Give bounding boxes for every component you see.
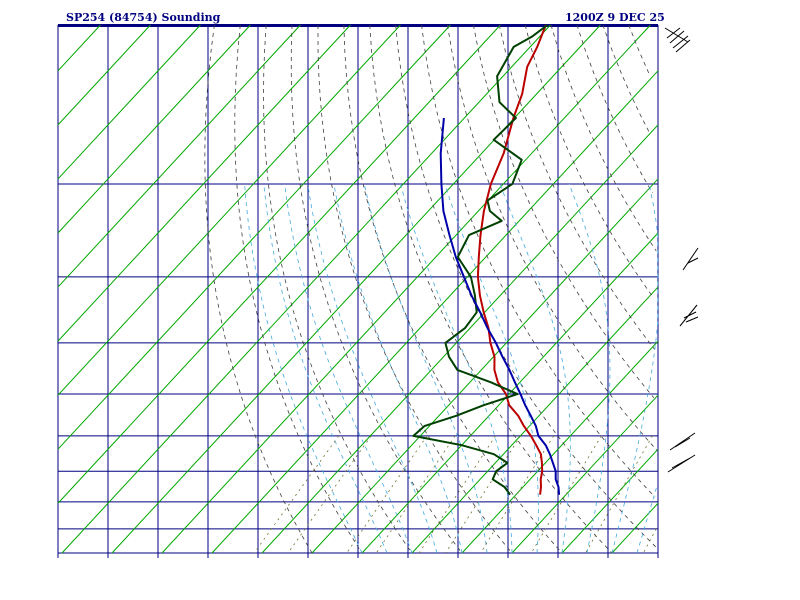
wind-barb-720 [669, 432, 696, 451]
sounding-time: 1200Z 9 DEC 25 [565, 11, 665, 24]
isotherm [461, 340, 659, 554]
dry-adiabat [576, 24, 653, 194]
dry-adiabat [369, 24, 613, 554]
isotherm [511, 394, 659, 554]
dry-adiabat [263, 24, 413, 554]
moist-adiabat [263, 183, 388, 554]
isotherm [111, 24, 601, 554]
isotherm [411, 286, 659, 554]
dry-adiabat [628, 24, 650, 75]
dry-adiabat [602, 24, 650, 133]
dry-adiabat [234, 24, 363, 554]
dry-adiabat [550, 24, 657, 252]
dry-adiabat [524, 24, 654, 298]
moist-adiabat [611, 183, 659, 554]
wind-barb-760 [667, 454, 696, 473]
isotherm [57, 24, 151, 126]
isotherm [361, 232, 659, 554]
isotherm [561, 448, 659, 554]
chart-title: SP254 (84754) Sounding [66, 11, 221, 24]
moist-adiabat [333, 183, 463, 554]
dry-adiabat [204, 24, 313, 554]
dry-adiabats [204, 24, 658, 554]
isotherm [57, 24, 101, 72]
isotherm [57, 24, 301, 288]
moist-adiabat [444, 183, 539, 554]
isotherm [211, 70, 659, 554]
wind-barb-375 [682, 247, 699, 271]
moist-adiabat [244, 183, 363, 554]
isotherm [611, 502, 659, 554]
parcel-trace [439, 117, 561, 495]
isotherm [261, 124, 659, 554]
moist-adiabat [636, 483, 658, 554]
dry-adiabat [498, 24, 656, 350]
isotherm [57, 24, 251, 234]
moist-adiabat [307, 183, 438, 554]
mixing-ratio-lines [253, 435, 657, 554]
isotherm [311, 178, 659, 554]
moist-adiabat [499, 183, 571, 554]
wind-barbs [664, 27, 699, 473]
moist-adiabat [400, 183, 513, 554]
wind-barb-460 [679, 304, 699, 327]
moist-adiabats [244, 183, 659, 554]
mixing-ratio-line [418, 435, 496, 554]
isotherm [57, 24, 201, 180]
isotherm [61, 24, 551, 554]
mixing-ratio-line [376, 435, 456, 554]
dry-adiabat [447, 24, 658, 451]
dry-adiabat [395, 24, 657, 548]
isobar-isotherm-grid [57, 24, 659, 558]
isotherm [161, 24, 651, 554]
wind-barb-100 [664, 27, 691, 53]
mixing-ratio-line [445, 435, 521, 554]
sounding-traces [412, 24, 561, 496]
dewpoint-trace [412, 24, 549, 496]
moist-adiabat [284, 183, 413, 554]
moist-adiabat [363, 183, 488, 554]
moist-adiabat [568, 183, 611, 554]
isotherm [57, 24, 501, 504]
isotherm [57, 24, 351, 342]
dry-adiabat [290, 24, 463, 554]
isotherm [57, 24, 401, 396]
isotherm [57, 24, 451, 450]
dry-adiabat [421, 24, 656, 498]
